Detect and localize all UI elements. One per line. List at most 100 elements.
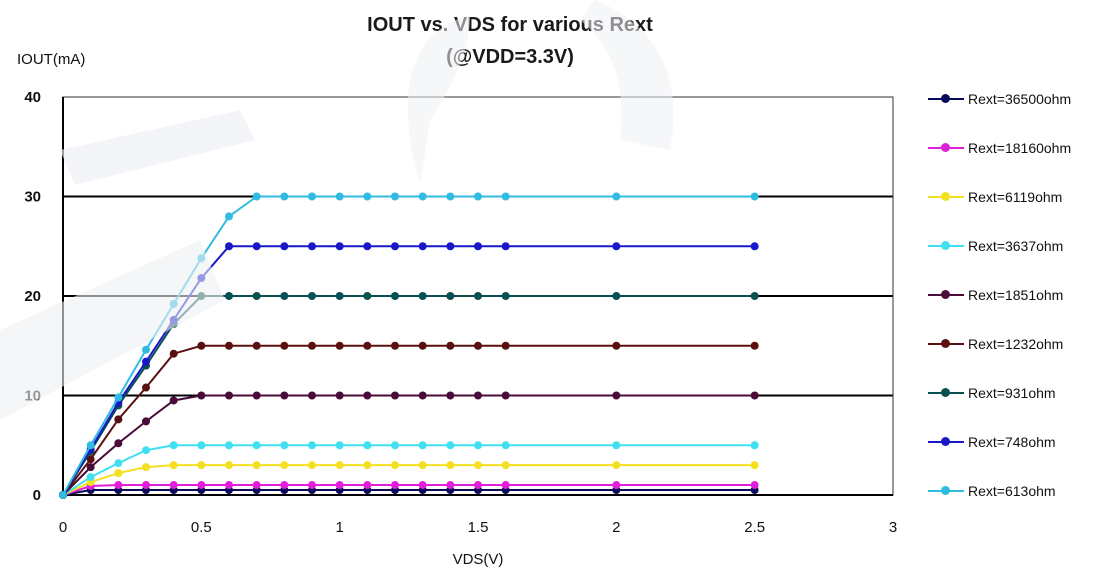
y-tick-label: 30 bbox=[24, 189, 41, 206]
data-point bbox=[750, 292, 759, 300]
legend-label: Rext=613ohm bbox=[968, 483, 1056, 499]
legend-swatch-marker bbox=[941, 290, 950, 299]
data-point bbox=[308, 341, 316, 350]
legend-item: Rext=613ohm bbox=[928, 480, 1056, 502]
data-point bbox=[142, 463, 150, 472]
data-point bbox=[750, 192, 759, 201]
data-point bbox=[169, 481, 178, 490]
legend-item: Rext=1232ohm bbox=[928, 333, 1063, 355]
data-point bbox=[252, 391, 261, 400]
data-point bbox=[86, 455, 95, 464]
legend-swatch-marker bbox=[941, 192, 950, 201]
data-point bbox=[474, 341, 482, 350]
data-point bbox=[308, 391, 316, 400]
data-point bbox=[446, 242, 455, 251]
legend-swatch bbox=[928, 387, 964, 399]
legend-swatch-marker bbox=[941, 486, 950, 495]
data-point bbox=[335, 441, 344, 450]
y-axis-label: IOUT(mA) bbox=[17, 51, 86, 68]
legend-swatch bbox=[928, 191, 964, 203]
data-point bbox=[114, 469, 123, 478]
data-point bbox=[280, 481, 289, 490]
data-point bbox=[86, 463, 95, 472]
data-point bbox=[418, 292, 427, 300]
data-point bbox=[335, 292, 344, 300]
data-point bbox=[474, 242, 482, 251]
data-point bbox=[501, 242, 510, 251]
x-tick-label: 3 bbox=[889, 519, 897, 536]
data-point bbox=[391, 441, 399, 450]
data-point bbox=[612, 461, 621, 470]
data-point bbox=[418, 461, 427, 470]
data-point bbox=[335, 341, 344, 350]
legend-swatch-marker bbox=[941, 388, 950, 397]
legend-swatch-marker bbox=[941, 143, 950, 152]
series-1 bbox=[59, 486, 759, 499]
data-point bbox=[363, 481, 372, 490]
data-point bbox=[225, 441, 233, 450]
data-point bbox=[612, 292, 621, 300]
data-point bbox=[114, 393, 123, 402]
data-point bbox=[280, 192, 289, 201]
data-point bbox=[474, 481, 482, 490]
series-8 bbox=[59, 242, 759, 499]
data-point bbox=[750, 242, 759, 251]
data-point bbox=[225, 481, 233, 490]
data-point bbox=[225, 292, 233, 300]
data-point bbox=[391, 391, 399, 400]
data-point bbox=[197, 341, 206, 350]
data-point bbox=[59, 491, 67, 499]
data-point bbox=[197, 391, 206, 400]
data-point bbox=[280, 341, 289, 350]
data-point bbox=[474, 391, 482, 400]
data-point bbox=[474, 441, 482, 450]
data-point bbox=[446, 391, 455, 400]
legend-swatch bbox=[928, 485, 964, 497]
series-lines bbox=[59, 192, 759, 499]
data-point bbox=[391, 242, 399, 251]
data-point bbox=[114, 415, 123, 424]
legend-item: Rext=18160ohm bbox=[928, 137, 1071, 159]
data-point bbox=[612, 481, 621, 490]
data-point bbox=[750, 341, 759, 350]
legend-item: Rext=931ohm bbox=[928, 382, 1056, 404]
data-point bbox=[142, 345, 150, 354]
data-point bbox=[335, 461, 344, 470]
legend-label: Rext=3637ohm bbox=[968, 238, 1064, 254]
tick-labels: 0 10 20 30 40 0 0.5 1 1.5 2 2.5 3 bbox=[24, 89, 897, 536]
series-line bbox=[62, 344, 755, 496]
data-point bbox=[252, 461, 261, 470]
data-point bbox=[252, 341, 261, 350]
data-point bbox=[335, 192, 344, 201]
data-point bbox=[750, 481, 759, 490]
x-tick-label: 0.5 bbox=[191, 519, 212, 536]
data-point bbox=[280, 461, 289, 470]
data-point bbox=[446, 461, 455, 470]
legend-swatch-marker bbox=[941, 339, 950, 348]
data-point bbox=[280, 292, 289, 300]
legend-swatch bbox=[928, 240, 964, 252]
data-point bbox=[169, 441, 178, 450]
data-point bbox=[280, 242, 289, 251]
x-tick-label: 1 bbox=[335, 519, 343, 536]
data-point bbox=[446, 481, 455, 490]
legend-swatch bbox=[928, 93, 964, 105]
data-point bbox=[446, 192, 455, 201]
legend-swatch bbox=[928, 338, 964, 350]
data-point bbox=[612, 341, 621, 350]
legend-label: Rext=748ohm bbox=[968, 434, 1056, 450]
legend-swatch bbox=[928, 436, 964, 448]
data-point bbox=[750, 461, 759, 470]
legend-item: Rext=36500ohm bbox=[928, 88, 1071, 110]
x-tick-label: 1.5 bbox=[468, 519, 489, 536]
data-point bbox=[225, 461, 233, 470]
data-point bbox=[501, 391, 510, 400]
data-point bbox=[252, 481, 261, 490]
data-point bbox=[391, 341, 399, 350]
legend-label: Rext=6119ohm bbox=[968, 189, 1063, 205]
data-point bbox=[114, 459, 123, 468]
data-point bbox=[391, 292, 399, 300]
data-point bbox=[197, 461, 206, 470]
x-axis-label: VDS(V) bbox=[452, 551, 504, 568]
data-point bbox=[280, 391, 289, 400]
